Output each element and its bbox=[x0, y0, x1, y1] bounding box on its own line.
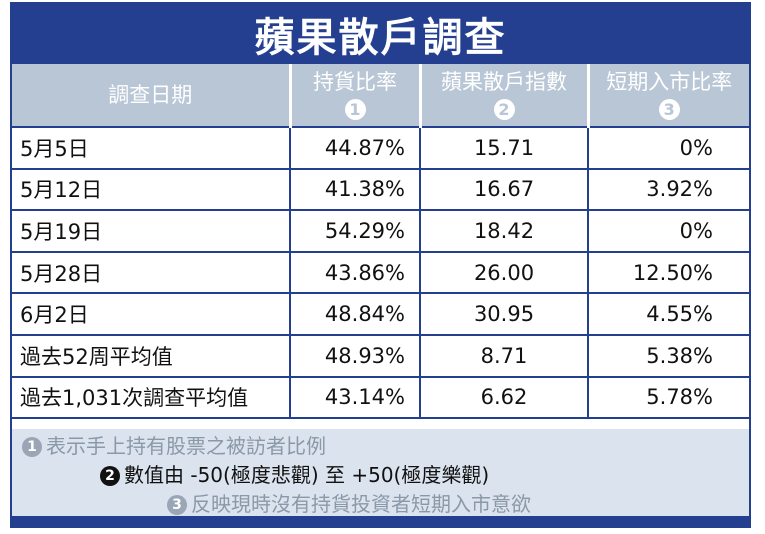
table-row: 5月28日 43.86% 26.00 12.50% bbox=[12, 251, 749, 295]
table-title: 蘋果散戶調查 bbox=[12, 4, 749, 64]
table-row: 過去1,031次調查平均值 43.14% 6.62 5.78% bbox=[12, 376, 749, 420]
row-apple-index: 30.95 bbox=[420, 293, 589, 336]
header-short-term-number-badge: 3 bbox=[658, 99, 680, 120]
row-apple-index: 26.00 bbox=[420, 251, 589, 295]
survey-table: 調查日期 持貨比率 1 蘋果散戶指數 2 短期入市比率 3 5月5日 44 bbox=[12, 64, 749, 420]
footnote-text: 表示手上持有股票之被訪者比例 bbox=[46, 434, 326, 458]
row-date: 過去1,031次調查平均值 bbox=[12, 376, 291, 420]
header-date: 調查日期 bbox=[12, 64, 292, 128]
row-holding-ratio: 48.84% bbox=[290, 293, 421, 336]
row-short-term-ratio: 3.92% bbox=[588, 168, 749, 212]
row-date: 過去52周平均值 bbox=[12, 334, 291, 378]
row-date: 5月28日 bbox=[12, 251, 291, 295]
row-short-term-ratio: 4.55% bbox=[588, 293, 749, 336]
row-short-term-ratio: 0% bbox=[588, 210, 749, 253]
header-holding-number-badge: 1 bbox=[344, 99, 366, 120]
row-apple-index: 16.67 bbox=[420, 168, 589, 212]
footnote-holding-ratio: 1 表示手上持有股票之被訪者比例 bbox=[12, 432, 749, 461]
header-short-term-ratio: 短期入市比率 3 bbox=[588, 64, 749, 128]
survey-table-card: 蘋果散戶調查 調查日期 持貨比率 1 蘋果散戶指數 2 bbox=[10, 2, 751, 528]
footnotes: 1 表示手上持有股票之被訪者比例 2 數值由 -50(極度悲觀) 至 +50(極度樂… bbox=[12, 429, 749, 516]
header-index-number-badge: 2 bbox=[493, 99, 515, 120]
header-date-label: 調查日期 bbox=[108, 83, 193, 107]
header-apple-index: 蘋果散戶指數 2 bbox=[420, 64, 590, 128]
table-row: 過去52周平均值 48.93% 8.71 5.38% bbox=[12, 334, 749, 378]
row-date: 6月2日 bbox=[12, 293, 291, 336]
row-date: 5月19日 bbox=[12, 210, 291, 253]
table-row: 6月2日 48.84% 30.95 4.55% bbox=[12, 293, 749, 336]
footnote-text: 反映現時沒有持貨投資者短期入市意欲 bbox=[191, 492, 531, 516]
row-short-term-ratio: 5.38% bbox=[588, 334, 749, 378]
row-apple-index: 8.71 bbox=[420, 334, 589, 378]
row-apple-index: 18.42 bbox=[420, 210, 589, 253]
number-2-icon: 2 bbox=[100, 466, 120, 486]
table-row: 5月5日 44.87% 15.71 0% bbox=[12, 127, 749, 170]
header-holding-ratio: 持貨比率 1 bbox=[290, 64, 422, 128]
header-row: 調查日期 持貨比率 1 蘋果散戶指數 2 短期入市比率 3 bbox=[12, 64, 749, 128]
row-holding-ratio: 54.29% bbox=[290, 210, 421, 253]
row-apple-index: 15.71 bbox=[420, 127, 589, 170]
row-holding-ratio: 44.87% bbox=[290, 127, 421, 170]
number-1-icon: 1 bbox=[22, 437, 42, 457]
row-date: 5月12日 bbox=[12, 168, 291, 212]
bottom-border-bar bbox=[12, 516, 749, 526]
row-holding-ratio: 43.14% bbox=[290, 376, 421, 420]
header-short-term-label: 短期入市比率 bbox=[606, 70, 733, 94]
row-short-term-ratio: 0% bbox=[588, 127, 749, 170]
footnote-text: 數值由 -50(極度悲觀) 至 +50(極度樂觀) bbox=[124, 463, 490, 487]
footnote-short-term-ratio: 3 反映現時沒有持貨投資者短期入市意欲 bbox=[12, 490, 749, 519]
table-row: 5月12日 41.38% 16.67 3.92% bbox=[12, 168, 749, 212]
number-3-icon: 3 bbox=[167, 495, 187, 515]
header-holding-label: 持貨比率 bbox=[313, 70, 397, 94]
footnote-apple-index: 2 數值由 -50(極度悲觀) 至 +50(極度樂觀) bbox=[12, 461, 749, 490]
row-date: 5月5日 bbox=[12, 127, 291, 170]
row-apple-index: 6.62 bbox=[420, 376, 589, 420]
row-short-term-ratio: 12.50% bbox=[588, 251, 749, 295]
row-holding-ratio: 43.86% bbox=[290, 251, 421, 295]
row-holding-ratio: 48.93% bbox=[290, 334, 421, 378]
row-short-term-ratio: 5.78% bbox=[588, 376, 749, 420]
table-row: 5月19日 54.29% 18.42 0% bbox=[12, 210, 749, 253]
row-holding-ratio: 41.38% bbox=[290, 168, 421, 212]
header-index-label: 蘋果散戶指數 bbox=[441, 70, 567, 94]
